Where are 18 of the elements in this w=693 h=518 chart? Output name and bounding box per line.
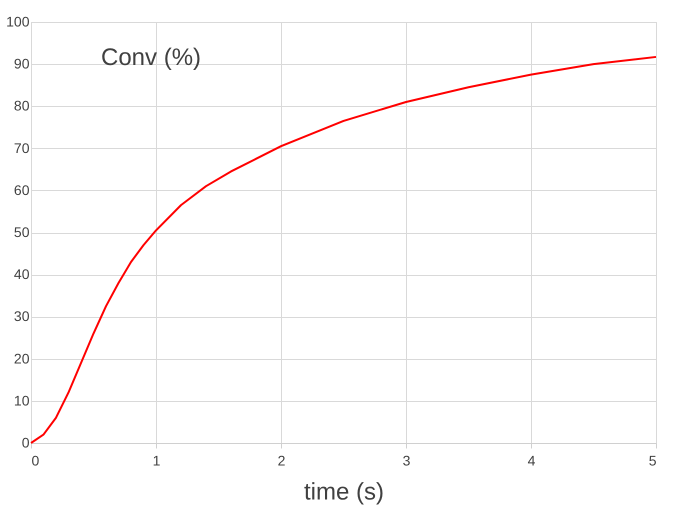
y-tick-label: 90 [14, 56, 30, 72]
x-tick-label: 2 [278, 452, 286, 468]
x-tick-label: 4 [528, 452, 536, 468]
x-axis-title: time (s) [304, 478, 384, 506]
y-tick-label: 10 [14, 392, 30, 408]
y-tick-label: 60 [14, 182, 30, 198]
y-tick-label: 0 [22, 434, 30, 450]
y-tick-label: 20 [14, 350, 30, 366]
y-tick-label: 30 [14, 308, 30, 324]
x-tick-label: 3 [402, 452, 411, 468]
y-tick-label: 100 [6, 14, 30, 30]
x-tick-label: 5 [648, 452, 657, 468]
y-tick-label: 40 [14, 266, 30, 282]
x-tick-label: 1 [152, 452, 161, 468]
y-axis-title: Conv (%) [101, 44, 202, 71]
y-tick-label: 80 [14, 98, 30, 114]
y-tick-label: 50 [14, 224, 30, 240]
y-tick-label: 70 [14, 140, 30, 156]
